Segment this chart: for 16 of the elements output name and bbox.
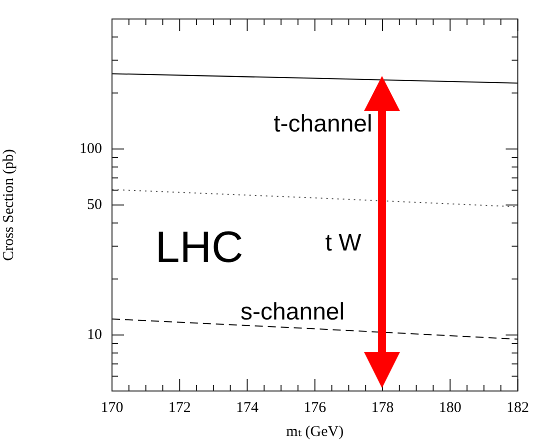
x-tick-label: 182 [506, 400, 529, 416]
y-tick-label: 50 [87, 196, 102, 213]
x-tick-label: 172 [168, 400, 191, 416]
x-tick-label: 176 [304, 400, 327, 416]
annotation: t W [325, 230, 362, 257]
annotation: t-channel [274, 110, 372, 138]
y-axis-title: Cross Section (pb) [0, 149, 17, 261]
annotation: LHC [155, 222, 244, 272]
x-tick-label: 178 [371, 400, 394, 416]
x-tick-label: 170 [100, 400, 124, 416]
x-tick-label: 180 [438, 400, 462, 416]
y-tick-label: 10 [87, 326, 102, 343]
annotation: s-channel [240, 298, 345, 326]
x-axis-title: mₜ (GeV) [286, 424, 344, 440]
x-tick-label: 174 [236, 400, 259, 416]
y-tick-label: 100 [80, 140, 102, 157]
